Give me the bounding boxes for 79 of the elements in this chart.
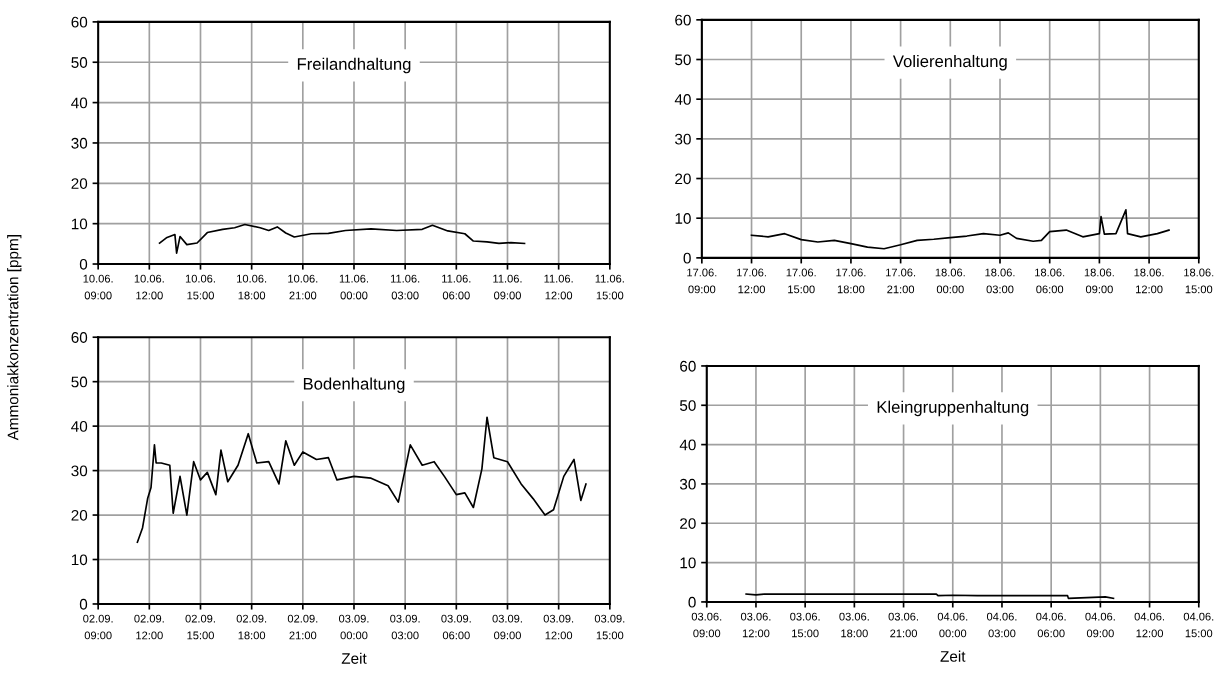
y-tick-label: 30 <box>71 465 88 477</box>
x-axis-title: Zeit <box>940 650 966 662</box>
x-tick-label: 10.06. 21:00 <box>288 274 318 300</box>
x-tick-label: 10.06. 15:00 <box>185 274 215 300</box>
x-tick-label: 04.06. 03:00 <box>986 612 1017 638</box>
x-tick-label: 03.06. 09:00 <box>691 612 722 638</box>
y-axis-title: Ammoniakkonzentration [ppm] <box>7 235 22 441</box>
y-tick-label: 10 <box>71 218 88 230</box>
y-tick-label: 40 <box>71 97 88 109</box>
text: Freilandhaltung <box>297 57 411 74</box>
x-tick-label: 04.06. 15:00 <box>1183 612 1214 638</box>
x-tick-label: 04.06. 00:00 <box>937 612 968 638</box>
x-tick-label: 17.06. 09:00 <box>687 268 717 294</box>
text: Bodenhaltung <box>303 377 405 393</box>
x-tick-label: 18.06. 09:00 <box>1084 268 1114 294</box>
y-tick-label: 30 <box>675 133 691 145</box>
y-tick-label: 60 <box>71 332 88 343</box>
x-tick-label: 04.06. 06:00 <box>1036 612 1066 638</box>
x-tick-label: 03.09. 15:00 <box>594 614 625 640</box>
y-tick-label: 30 <box>679 478 696 490</box>
x-tick-label: 03.06. 18:00 <box>839 612 869 638</box>
y-tick-label: 60 <box>675 14 691 26</box>
y-tick-label: 50 <box>675 54 691 66</box>
text: Volierenhaltung <box>892 54 1007 71</box>
x-tick-label: 17.06. 18:00 <box>836 268 866 294</box>
x-tick-label: 04.06. 12:00 <box>1134 612 1165 638</box>
y-tick-label: 60 <box>71 16 88 28</box>
x-tick-label: 02.09. 18:00 <box>236 614 267 640</box>
x-tick-label: 03.09. 03:00 <box>390 614 420 640</box>
x-tick-label: 03.09. 12:00 <box>543 614 574 640</box>
x-tick-label: 11.06. 00:00 <box>339 274 369 300</box>
y-tick-label: 10 <box>71 554 88 566</box>
text: Kleingruppenhaltung <box>877 400 1029 417</box>
x-tick-label: 10.06. 18:00 <box>237 274 267 300</box>
x-tick-label: 04.06. 09:00 <box>1085 612 1115 638</box>
x-tick-label: 02.09. 15:00 <box>185 614 215 640</box>
x-tick-label: 18.06. 15:00 <box>1184 268 1214 294</box>
x-tick-label: 17.06. 12:00 <box>736 268 766 294</box>
y-tick-label: 20 <box>71 178 88 189</box>
x-tick-label: 03.06. 15:00 <box>790 612 820 638</box>
y-tick-label: 0 <box>79 598 88 610</box>
y-tick-label: 50 <box>71 57 88 68</box>
y-tick-label: 20 <box>71 509 88 521</box>
x-tick-label: 03.09. 06:00 <box>441 614 471 640</box>
y-tick-label: 60 <box>680 360 696 372</box>
y-tick-label: 20 <box>680 518 696 529</box>
x-tick-label: 10.06. 12:00 <box>134 274 164 300</box>
x-tick-label: 02.09. 09:00 <box>83 614 113 640</box>
y-tick-label: 0 <box>688 596 696 608</box>
y-tick-label: 10 <box>675 213 691 224</box>
x-tick-label: 17.06. 21:00 <box>886 268 916 294</box>
x-tick-label: 18.06. 00:00 <box>935 268 965 294</box>
y-tick-label: 20 <box>675 173 691 185</box>
y-tick-label: 40 <box>71 421 88 432</box>
y-tick-label: 40 <box>679 439 696 451</box>
y-tick-label: 30 <box>71 137 88 149</box>
y-tick-label: 0 <box>683 252 691 264</box>
x-tick-label: 18.06. 03:00 <box>985 268 1015 294</box>
x-tick-label: 18.06. 12:00 <box>1134 268 1164 294</box>
x-tick-label: 11.06. 06:00 <box>442 274 471 300</box>
y-tick-label: 50 <box>679 400 696 411</box>
x-tick-label: 18.06. 06:00 <box>1035 268 1065 294</box>
x-tick-label: 03.09. 09:00 <box>492 614 522 640</box>
x-tick-label: 03.09. 00:00 <box>338 614 369 640</box>
y-tick-label: 10 <box>680 557 696 569</box>
x-tick-label: 11.06. 12:00 <box>544 274 573 300</box>
x-axis-title: Zeit <box>341 652 367 664</box>
x-tick-label: 02.09. 21:00 <box>287 614 318 640</box>
y-tick-label: 0 <box>79 258 88 270</box>
x-tick-label: 02.09. 12:00 <box>134 614 164 640</box>
x-tick-label: 17.06. 15:00 <box>786 268 816 294</box>
y-tick-label: 40 <box>674 94 691 105</box>
y-tick-label: 50 <box>71 376 88 388</box>
x-tick-label: 03.06. 12:00 <box>740 612 771 638</box>
x-tick-label: 03.06. 21:00 <box>888 612 918 638</box>
x-tick-label: 10.06. 09:00 <box>83 274 113 300</box>
x-tick-label: 11.06. 03:00 <box>390 274 420 300</box>
x-tick-label: 11.06. 09:00 <box>493 274 522 300</box>
x-tick-label: 11.06. 15:00 <box>595 274 624 300</box>
